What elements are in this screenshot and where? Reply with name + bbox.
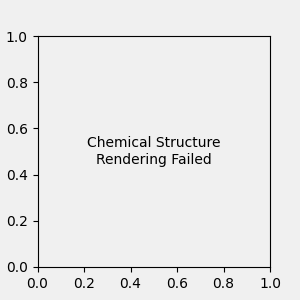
Text: Chemical Structure
Rendering Failed: Chemical Structure Rendering Failed: [87, 136, 220, 166]
